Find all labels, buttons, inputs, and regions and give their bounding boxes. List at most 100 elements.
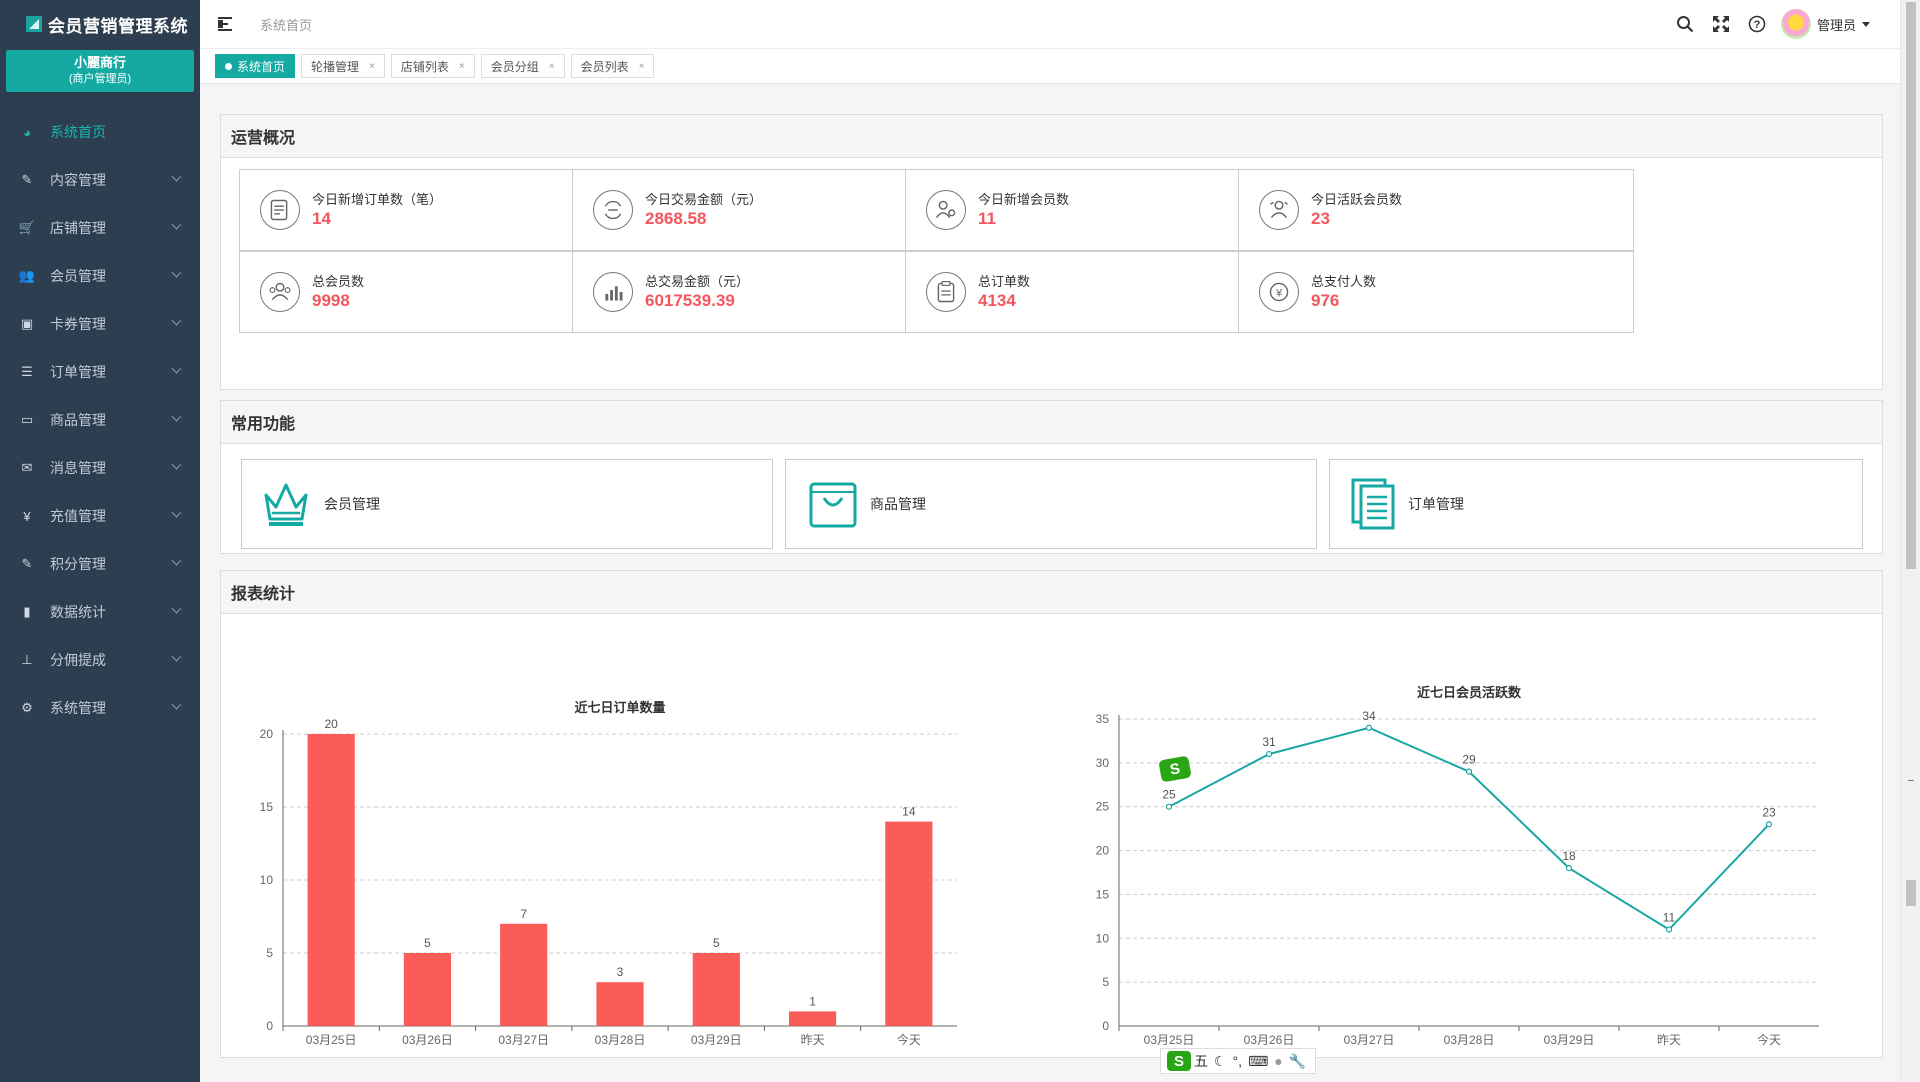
points-icon: ✎ (21, 556, 33, 571)
stat-label: 今日新增会员数 (978, 192, 1070, 207)
x-tick-label: 03月27日 (498, 1033, 549, 1047)
sidebar-item-2[interactable]: 🛒 店铺管理 (0, 204, 200, 252)
scrollbar-marker (1908, 780, 1914, 781)
stat-label: 总订单数 (978, 274, 1031, 289)
card-icon: ▣ (20, 316, 34, 331)
y-tick-label: 5 (266, 946, 273, 960)
wrench-icon[interactable]: 🔧 (1288, 1052, 1307, 1069)
tab-label: 店铺列表 (400, 59, 449, 74)
tab-4[interactable]: 会员列表 × (570, 54, 655, 78)
ime-mode[interactable]: 五 (1194, 1053, 1208, 1069)
ime-logo-icon[interactable]: S (1167, 1051, 1191, 1071)
user-icon[interactable]: ● (1274, 1053, 1283, 1069)
sidebar-item-0[interactable]: ◕ 系统首页 (0, 108, 200, 156)
moon-icon[interactable]: ☾ (1214, 1052, 1227, 1069)
chevron-down-icon (171, 411, 182, 422)
tab-2[interactable]: 店铺列表 × (390, 54, 475, 78)
breadcrumb[interactable]: 系统首页 (260, 17, 313, 33)
search-icon[interactable] (1675, 14, 1695, 34)
data-point (1465, 768, 1473, 775)
chevron-down-icon[interactable] (1862, 21, 1870, 27)
sidebar-item-label: 充值管理 (50, 508, 106, 524)
stat-value: 2868.58 (645, 209, 707, 228)
page-scrollbar[interactable] (1900, 0, 1920, 1082)
stat-card: 今日交易金额（元） 2868.58 (572, 169, 968, 251)
tab-0[interactable]: 系统首页 (215, 54, 296, 78)
sidebar-item-label: 分佣提成 (50, 652, 106, 668)
x-tick-label: 03月27日 (1344, 1033, 1395, 1047)
menu-toggle-icon[interactable] (218, 17, 236, 31)
close-icon[interactable]: × (458, 60, 465, 72)
data-label: 25 (1162, 788, 1176, 802)
close-icon[interactable]: × (548, 60, 555, 72)
reports-title: 报表统计 (221, 571, 1882, 614)
sidebar-item-5[interactable]: ☰ 订单管理 (0, 348, 200, 396)
chevron-down-icon (171, 363, 182, 374)
chevron-down-icon (171, 219, 182, 230)
close-icon[interactable]: × (638, 60, 645, 72)
sidebar-item-8[interactable]: ¥ 充值管理 (0, 492, 200, 540)
product-management-shortcut[interactable]: 商品管理 (785, 459, 1317, 549)
member-management-label: 会员管理 (324, 496, 380, 512)
avatar[interactable] (1780, 9, 1811, 39)
sidebar-item-12[interactable]: ⚙ 系统管理 (0, 684, 200, 732)
chevron-down-icon (171, 651, 182, 662)
sidebar-item-9[interactable]: ✎ 积分管理 (0, 540, 200, 588)
y-tick-label: 15 (260, 800, 274, 814)
stat-card: 总交易金额（元） 6017539.39 (572, 251, 968, 333)
member-management-shortcut[interactable]: 会员管理 (241, 459, 773, 549)
sidebar-item-10[interactable]: ▮ 数据统计 (0, 588, 200, 636)
functions-panel: 常用功能 会员管理 商品管理 (220, 400, 1883, 554)
users-icon: 👥 (18, 268, 36, 283)
tab-3[interactable]: 会员分组 × (480, 54, 565, 78)
y-tick-label: 35 (1096, 712, 1110, 726)
stat-card: 总订单数 4134 (905, 251, 1301, 333)
scrollbar-thumb-secondary[interactable] (1906, 880, 1916, 906)
fullscreen-icon[interactable] (1711, 14, 1731, 34)
chevron-down-icon (171, 459, 182, 470)
y-tick-label: 20 (260, 727, 274, 741)
keyboard-icon[interactable]: ⌨ (1248, 1052, 1269, 1069)
sidebar-item-3[interactable]: 👥 会员管理 (0, 252, 200, 300)
svg-text:?: ? (1754, 19, 1761, 31)
active-member-icon (1259, 190, 1299, 230)
tab-1[interactable]: 轮播管理 × (301, 54, 385, 78)
order-management-shortcut[interactable]: 订单管理 (1329, 459, 1863, 549)
sidebar-item-11[interactable]: ⊥ 分佣提成 (0, 636, 200, 684)
ime-toolbar[interactable]: S 五 ☾ °, ⌨ ● 🔧 (1160, 1048, 1317, 1074)
data-label: 11 (1663, 911, 1676, 925)
punctuation-icon[interactable]: °, (1232, 1053, 1243, 1069)
sidebar-item-1[interactable]: ✎ 内容管理 (0, 156, 200, 204)
stat-label: 今日交易金额（元） (645, 192, 763, 207)
stat-label: 总交易金额（元） (645, 274, 750, 289)
y-tick-label: 10 (260, 873, 274, 887)
data-point (1365, 724, 1373, 731)
close-icon[interactable]: × (369, 60, 375, 72)
data-point (1165, 803, 1173, 810)
exchange-icon (593, 190, 633, 230)
clipboard-icon (926, 272, 966, 312)
stat-value: 23 (1311, 209, 1330, 228)
sidebar-item-4[interactable]: ▣ 卡券管理 (0, 300, 200, 348)
chevron-down-icon (171, 507, 182, 518)
sidebar-item-7[interactable]: ✉ 消息管理 (0, 444, 200, 492)
logo-icon (26, 16, 42, 32)
app-logo[interactable]: 会员营销管理系统 (0, 0, 200, 48)
y-tick-label: 0 (1102, 1019, 1109, 1033)
user-name[interactable]: 管理员 (1816, 17, 1856, 33)
sidebar-item-6[interactable]: ▭ 商品管理 (0, 396, 200, 444)
sidebar-item-label: 内容管理 (50, 172, 106, 188)
new-member-icon (926, 190, 966, 230)
data-label: 29 (1462, 753, 1476, 767)
help-icon[interactable]: ? (1747, 14, 1767, 34)
sidebar-item-label: 系统首页 (50, 124, 106, 140)
stat-value: 6017539.39 (645, 291, 735, 310)
x-tick-label: 03月25日 (306, 1033, 357, 1047)
scrollbar-thumb[interactable] (1906, 2, 1916, 569)
trend-icon (593, 272, 633, 312)
data-point (1765, 821, 1773, 828)
svg-text:¥: ¥ (1275, 287, 1283, 299)
x-tick-label: 昨天 (1657, 1033, 1681, 1047)
shop-info[interactable]: 小麗商行 (商户管理员) (6, 50, 194, 92)
data-label: 3 (617, 965, 624, 979)
